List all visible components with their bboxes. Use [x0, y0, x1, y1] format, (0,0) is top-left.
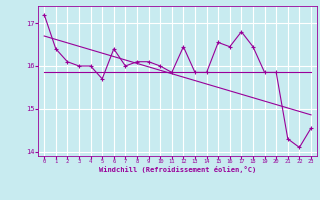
X-axis label: Windchill (Refroidissement éolien,°C): Windchill (Refroidissement éolien,°C) — [99, 166, 256, 173]
